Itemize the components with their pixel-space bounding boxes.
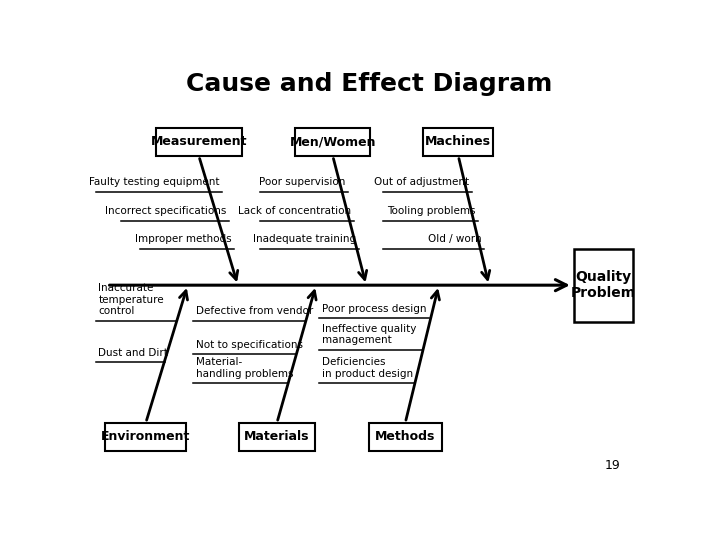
Text: Methods: Methods <box>375 430 436 443</box>
Text: Materials: Materials <box>244 430 310 443</box>
Text: Incorrect specifications: Incorrect specifications <box>105 206 226 216</box>
Text: Improper methods: Improper methods <box>135 234 231 244</box>
Text: Tooling problems: Tooling problems <box>387 206 476 216</box>
Text: Inadequate training: Inadequate training <box>253 234 356 244</box>
Text: Quality
Problem: Quality Problem <box>571 270 636 300</box>
Text: Dust and Dirt: Dust and Dirt <box>99 348 168 358</box>
Bar <box>156 127 242 156</box>
Text: Lack of concentration: Lack of concentration <box>238 206 351 216</box>
Text: Cause and Effect Diagram: Cause and Effect Diagram <box>186 71 552 96</box>
Bar <box>295 127 370 156</box>
Text: Faulty testing equipment: Faulty testing equipment <box>89 177 220 187</box>
Bar <box>239 423 315 451</box>
Text: Poor process design: Poor process design <box>322 304 426 314</box>
Text: 19: 19 <box>604 460 620 472</box>
Bar <box>574 249 633 321</box>
Bar <box>369 423 441 451</box>
Text: Poor supervision: Poor supervision <box>258 177 345 187</box>
Bar <box>105 423 186 451</box>
Text: Not to specifications: Not to specifications <box>196 340 303 349</box>
Text: Old / worn: Old / worn <box>428 234 481 244</box>
Text: Environment: Environment <box>101 430 191 443</box>
Text: Machines: Machines <box>426 135 491 148</box>
Text: Inaccurate
temperature
control: Inaccurate temperature control <box>99 283 164 316</box>
Bar <box>423 127 493 156</box>
Text: Deficiencies
in product design: Deficiencies in product design <box>322 357 413 379</box>
Text: Out of adjustment: Out of adjustment <box>374 177 469 187</box>
Text: Ineffective quality
management: Ineffective quality management <box>322 324 416 346</box>
Text: Men/Women: Men/Women <box>289 135 376 148</box>
Text: Defective from vendor: Defective from vendor <box>196 306 313 316</box>
Text: Material-
handling problems: Material- handling problems <box>196 357 294 379</box>
Text: Measurement: Measurement <box>150 135 247 148</box>
